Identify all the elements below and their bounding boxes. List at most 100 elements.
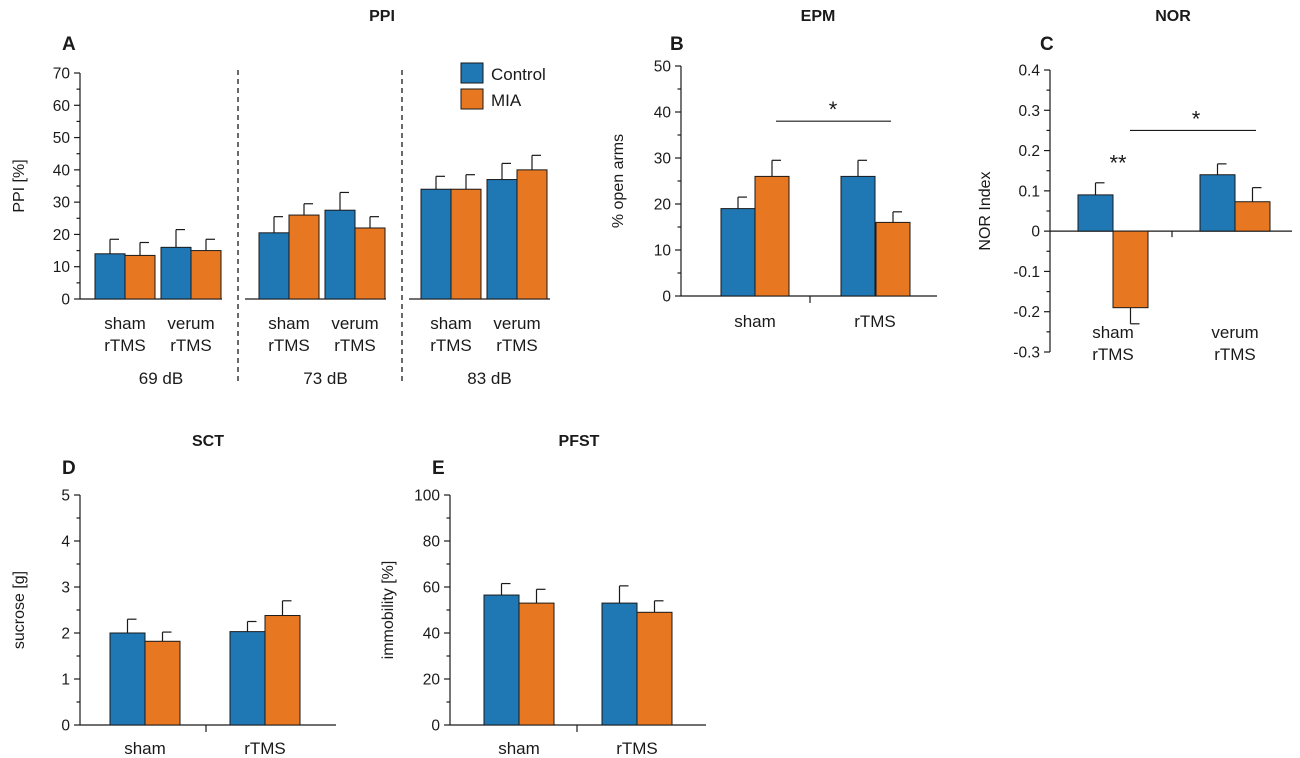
- panel-c-y-tick-label: 0.1: [1018, 183, 1040, 200]
- panel-a-x-label: verum: [493, 314, 540, 333]
- panel-a-y-axis-label: PPI [%]: [11, 159, 28, 212]
- panel-a-x-label: sham: [104, 314, 146, 333]
- panel-c-x-label: rTMS: [1092, 345, 1134, 364]
- panel-e-y-tick-label: 20: [423, 672, 441, 689]
- panel-c-x-label: rTMS: [1214, 345, 1256, 364]
- panel-b-letter: B: [670, 34, 684, 55]
- panel-d-y-tick-label: 1: [61, 672, 70, 689]
- panel-a-mia-bar: [450, 188, 482, 300]
- panel-a-control-bar: [258, 232, 290, 300]
- panel-a-x-label: verum: [331, 314, 378, 333]
- panel-c-y-tick-label: 0.4: [1018, 63, 1040, 80]
- legend-swatch-mia: [460, 88, 484, 110]
- panel-a-y-tick-label: 60: [53, 98, 71, 115]
- panel-d-x-label: sham: [124, 739, 166, 758]
- panel-e-control-bar: [601, 602, 638, 726]
- panel-a-x-label: rTMS: [268, 336, 310, 355]
- panel-e-y-tick-label: 40: [423, 626, 441, 643]
- panel-d-y-tick-label: 0: [61, 718, 70, 735]
- panel-e-x-label: rTMS: [616, 739, 658, 758]
- panel-d-y-axis-label: sucrose [g]: [11, 571, 28, 649]
- panel-a-x-label: rTMS: [104, 336, 146, 355]
- panel-b-control-bar: [840, 175, 876, 297]
- panel-e-y-axis-label: immobility [%]: [380, 561, 397, 660]
- panel-a-x-label: rTMS: [496, 336, 538, 355]
- legend: Control MIA: [460, 62, 546, 110]
- panel-a-x-label: rTMS: [170, 336, 212, 355]
- panel-e-y-tick-label: 80: [423, 534, 441, 551]
- panel-d-mia-bar: [264, 615, 301, 726]
- panel-b-x-label: sham: [734, 312, 776, 331]
- panel-b-mia-bar: [875, 221, 911, 297]
- panel-a-y-tick-label: 20: [53, 227, 71, 244]
- panel-a-group-label: 83 dB: [467, 369, 511, 388]
- panel-e-mia-bar: [636, 611, 673, 726]
- panel-b-y-tick-label: 20: [654, 197, 672, 214]
- panel-c-y-axis-label: NOR Index: [977, 171, 994, 250]
- panel-a-control-bar: [160, 246, 192, 300]
- panel-a-y-tick-label: 70: [53, 66, 71, 83]
- panel-a-y-tick-label: 30: [53, 195, 71, 212]
- panel-a-mia-bar: [124, 254, 156, 300]
- panel-a-mia-bar: [190, 250, 222, 300]
- panel-d-y-tick-label: 2: [61, 626, 70, 643]
- panel-d-letter: D: [62, 458, 76, 479]
- legend-label-control: Control: [491, 65, 546, 84]
- panel-a-mia-bar: [516, 169, 548, 300]
- panel-d-title: SCT: [192, 433, 224, 450]
- panel-e-y-tick-label: 0: [431, 718, 440, 735]
- panel-b-y-tick-label: 40: [654, 105, 672, 122]
- panel-c-y-tick-label: 0.3: [1018, 103, 1040, 120]
- panel-d-y-tick-label: 4: [61, 534, 70, 551]
- panel-a-group-label: 73 dB: [303, 369, 347, 388]
- panel-e-y-tick-label: 60: [423, 580, 441, 597]
- panel-c-letter: C: [1040, 34, 1054, 55]
- panel-e-x-label: sham: [498, 739, 540, 758]
- panel-b-y-tick-label: 0: [662, 289, 671, 306]
- panel-a-group-label: 69 dB: [139, 369, 183, 388]
- legend-swatch-control: [460, 62, 484, 84]
- panel-c-y-tick-label: 0.2: [1018, 143, 1040, 160]
- panel-a-control-bar: [324, 209, 356, 300]
- panel-d-control-bar: [109, 632, 146, 726]
- panel-c-significance-marker: **: [1109, 151, 1127, 176]
- panel-c-mia-bar: [1112, 230, 1149, 309]
- panel-b-y-tick-label: 50: [654, 59, 672, 76]
- panel-d-y-tick-label: 3: [61, 580, 70, 597]
- panel-a-title: PPI: [369, 8, 395, 25]
- panel-b-control-bar: [720, 208, 756, 297]
- panel-c-title: NOR: [1155, 8, 1191, 25]
- panel-a-x-label: sham: [430, 314, 472, 333]
- panel-d-y-tick-label: 5: [61, 488, 70, 505]
- panel-e-control-bar: [483, 594, 520, 726]
- panel-d-control-bar: [229, 631, 266, 726]
- panel-b-y-axis-label: % open arms: [610, 134, 627, 228]
- panel-a-y-tick-label: 10: [53, 259, 71, 276]
- panel-a-control-bar: [420, 188, 452, 300]
- panel-c-y-tick-label: -0.3: [1013, 345, 1040, 362]
- panel-d-x-label: rTMS: [244, 739, 286, 758]
- panel-c-y-tick-label: -0.1: [1013, 264, 1040, 281]
- panel-a-mia-bar: [288, 214, 320, 300]
- panel-a-letter: A: [62, 34, 76, 55]
- panel-e-y-tick-label: 100: [414, 488, 440, 505]
- panel-a-y-tick-label: 0: [61, 292, 70, 309]
- panel-a-x-label: rTMS: [430, 336, 472, 355]
- panel-c-mia-bar: [1234, 201, 1271, 232]
- panel-e-mia-bar: [518, 602, 555, 726]
- panel-b-mia-bar: [754, 175, 790, 297]
- panel-a-y-tick-label: 50: [53, 130, 71, 147]
- panel-a-control-bar: [486, 179, 518, 300]
- panel-b-x-label: rTMS: [854, 312, 896, 331]
- legend-label-mia: MIA: [491, 91, 522, 110]
- panel-b-significance-marker: *: [829, 97, 838, 122]
- panel-c-x-label: verum: [1211, 323, 1258, 342]
- panel-c-y-tick-label: -0.2: [1013, 304, 1040, 321]
- panel-a-mia-bar: [354, 227, 386, 300]
- panel-a-control-bar: [94, 253, 126, 300]
- panel-b-y-tick-label: 10: [654, 243, 672, 260]
- panel-a-x-label: rTMS: [334, 336, 376, 355]
- panel-a-y-tick-label: 40: [53, 162, 71, 179]
- panel-c-y-tick-label: 0: [1031, 224, 1040, 241]
